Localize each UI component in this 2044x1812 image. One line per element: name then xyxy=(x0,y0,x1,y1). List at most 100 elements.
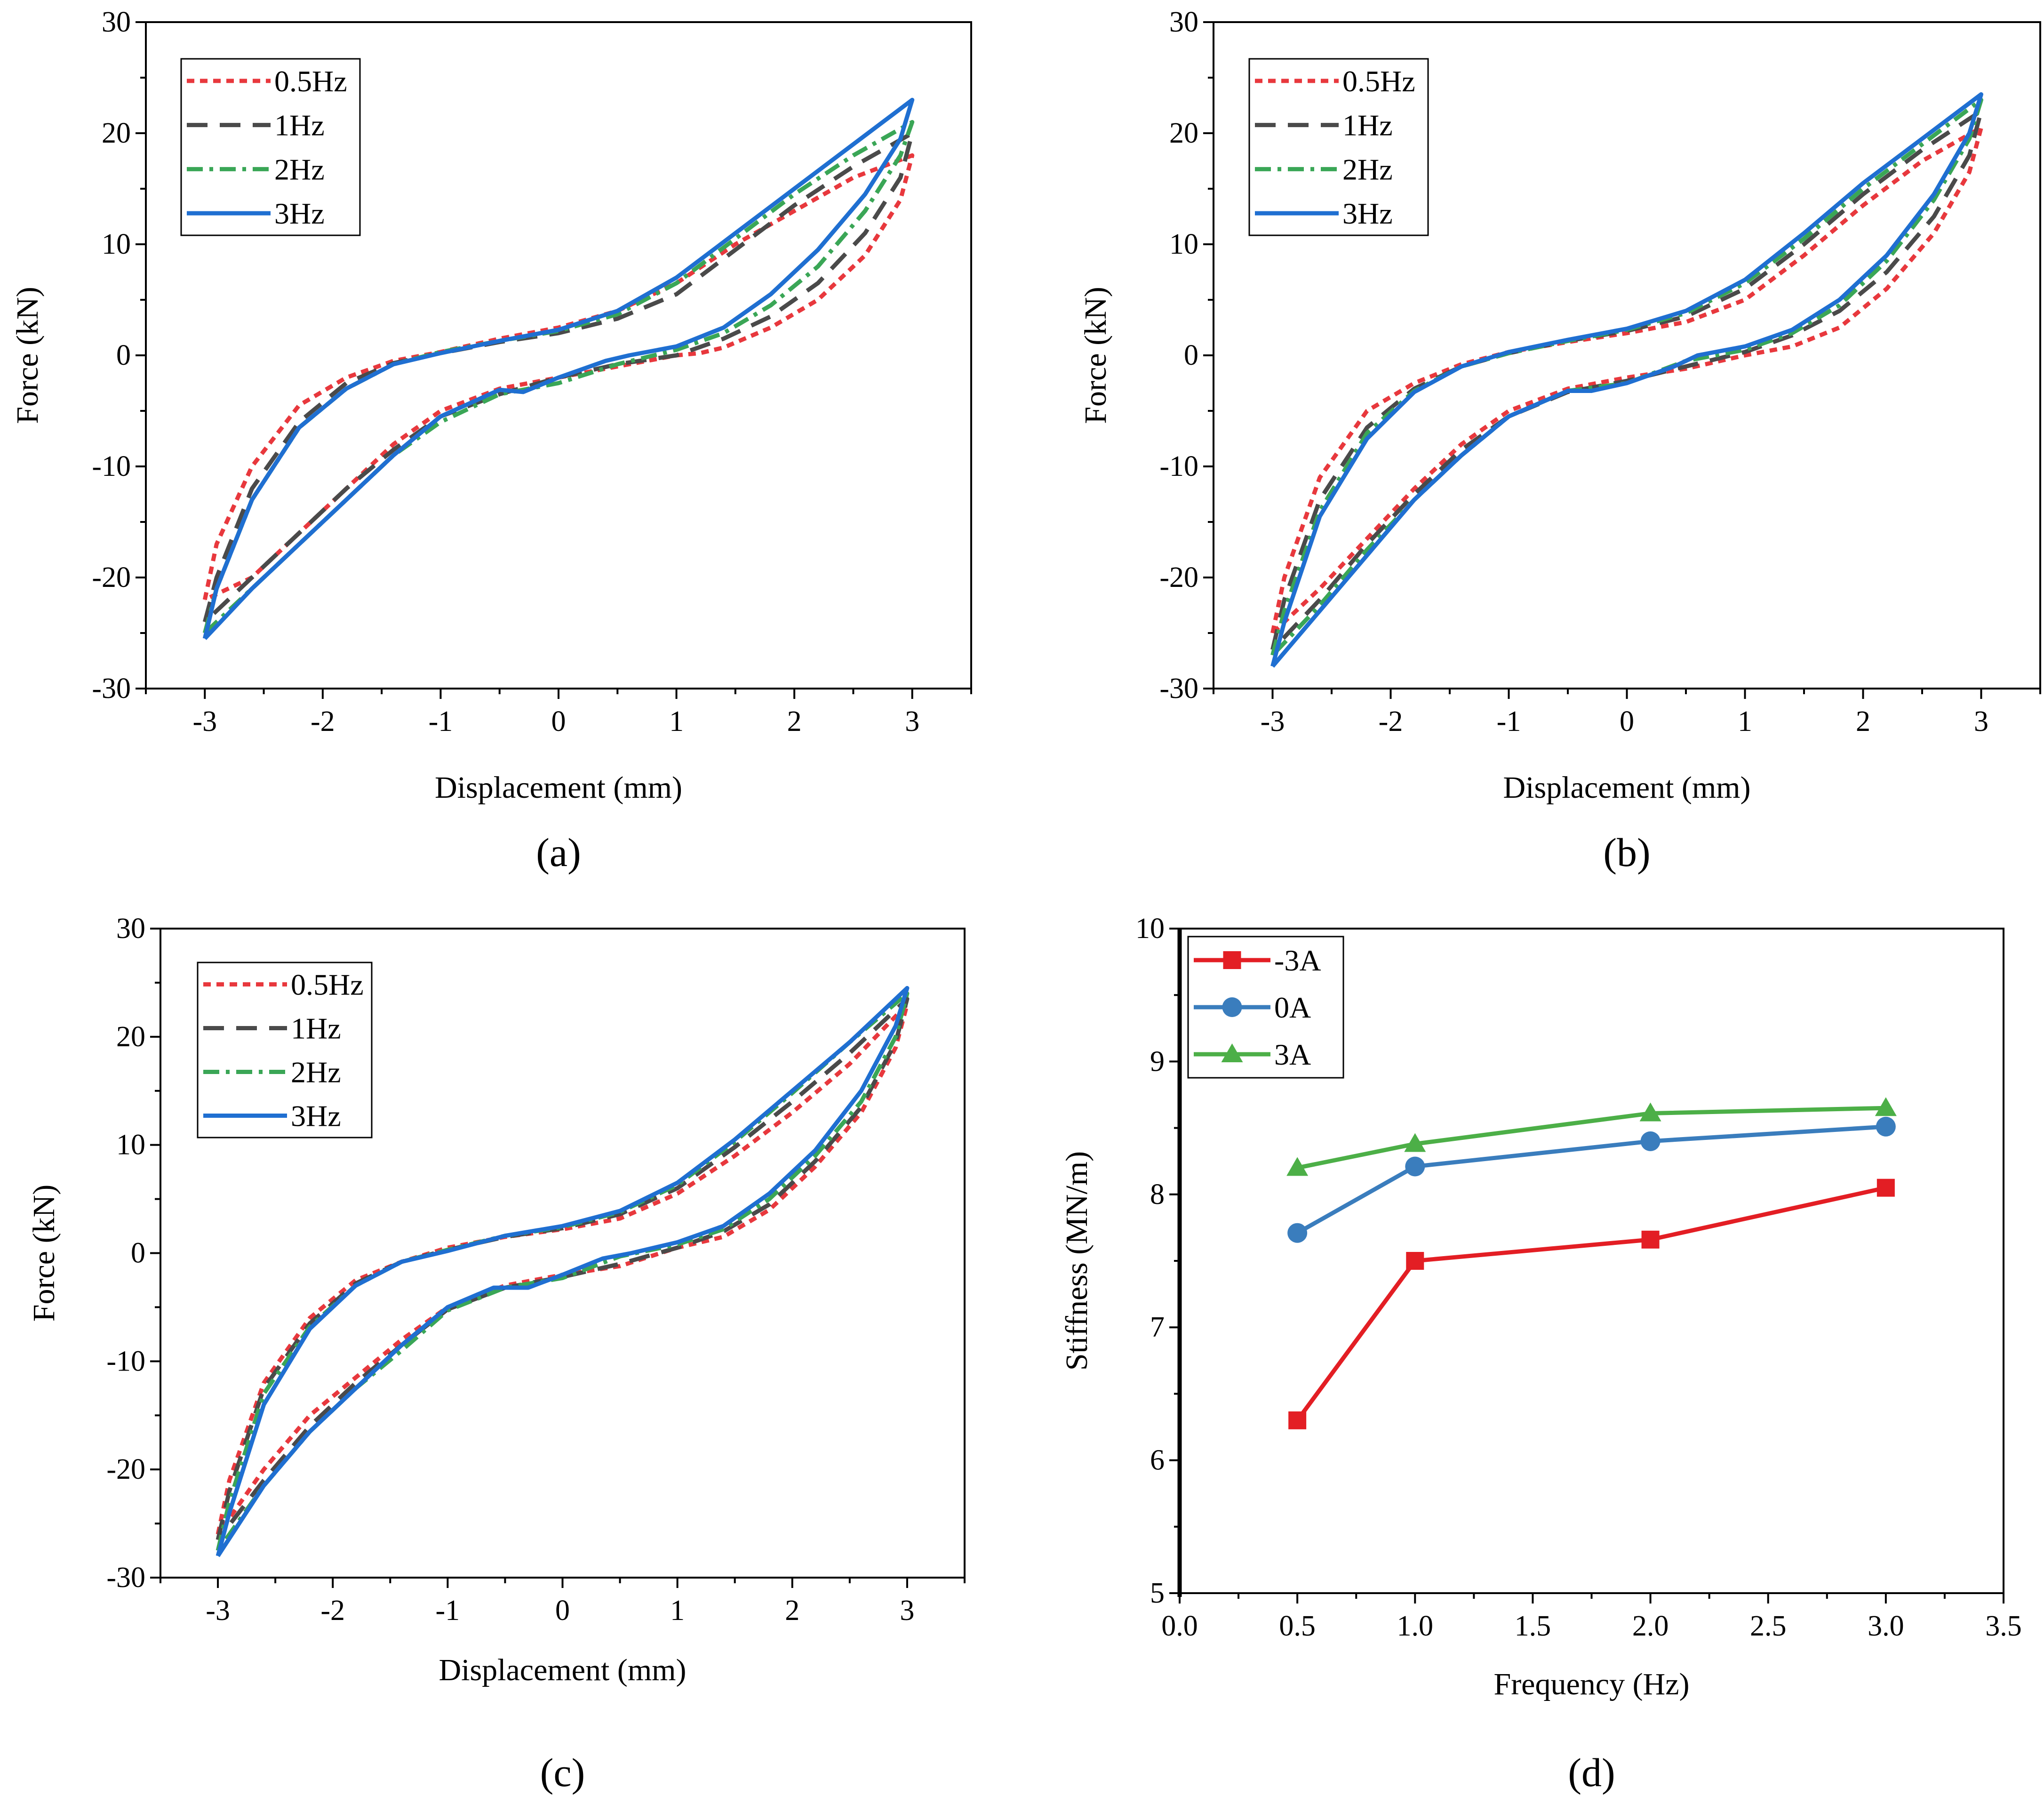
y-axis-title: Force (kN) xyxy=(1078,287,1113,424)
y-tick-label: -20 xyxy=(92,561,131,593)
y-tick-label: -10 xyxy=(106,1345,145,1377)
legend-label: 2Hz xyxy=(291,1056,341,1089)
series-line-0A xyxy=(1296,1124,1886,1235)
panel-label: (c) xyxy=(540,1750,585,1795)
y-tick-label: 0 xyxy=(1184,339,1198,371)
y-tick-label: -10 xyxy=(1159,450,1198,482)
y-tick-label: 30 xyxy=(1169,6,1198,38)
y-tick-label: -10 xyxy=(92,450,131,482)
y-tick-label: 7 xyxy=(1150,1311,1165,1343)
legend: 0.5Hz 1Hz 2Hz 3Hz xyxy=(180,58,361,236)
data-point-0A xyxy=(1640,1131,1661,1151)
x-tick-label: 3 xyxy=(905,706,919,738)
data-point-3A xyxy=(1286,1157,1309,1176)
x-tick-label: -2 xyxy=(320,1595,345,1627)
x-tick-label: 2 xyxy=(787,706,802,738)
chart-panel-d: 5 6 7 8 9 10 0.0 0.5 1.0 1.5 2.0 2.5 3.0 3.5 Frequency… xyxy=(1060,913,2022,1795)
legend-box xyxy=(197,962,373,1139)
y-tick-label: 10 xyxy=(116,1129,145,1161)
legend-label: 3Hz xyxy=(291,1099,341,1133)
x-tick-label: 3 xyxy=(900,1595,914,1627)
series-line-2Hz xyxy=(216,991,910,1552)
y-tick-label: -20 xyxy=(1159,561,1198,593)
data-point--3A xyxy=(1288,1411,1307,1429)
series-line-3A xyxy=(1297,1106,1886,1170)
y-tick-label: -30 xyxy=(92,673,131,705)
x-tick-label: -1 xyxy=(436,1595,460,1627)
y-tick-label: 20 xyxy=(102,117,131,149)
y-tick-label: 0 xyxy=(131,1237,145,1269)
x-tick-label: 3 xyxy=(1974,706,1988,738)
y-tick-label: 20 xyxy=(1169,117,1198,149)
legend-marker xyxy=(1223,951,1241,969)
data-point--3A xyxy=(1641,1230,1660,1249)
y-tick-label: 20 xyxy=(116,1021,145,1053)
data-point-3A xyxy=(1639,1102,1661,1122)
y-tick-label: 6 xyxy=(1150,1444,1165,1476)
x-tick-label: 1.5 xyxy=(1515,1610,1551,1642)
x-axis-title: Displacement (mm) xyxy=(1503,770,1750,805)
legend-box xyxy=(180,58,361,236)
legend: 0.5Hz 1Hz 2Hz 3Hz xyxy=(197,962,373,1139)
panel-label: (a) xyxy=(536,830,581,875)
series-line-3Hz xyxy=(1270,92,1983,668)
x-tick-label: 2.5 xyxy=(1750,1610,1787,1642)
series-line-1Hz xyxy=(202,131,915,624)
legend-label: 2Hz xyxy=(1342,152,1393,186)
series-line--3A xyxy=(1295,1186,1886,1422)
x-tick-label: 1 xyxy=(670,1595,685,1627)
x-tick-label: -3 xyxy=(206,1595,230,1627)
x-tick-label: 0 xyxy=(1620,706,1634,738)
series-line-3Hz xyxy=(216,986,910,1557)
x-tick-label: 1 xyxy=(669,706,684,738)
y-tick-label: -30 xyxy=(106,1562,145,1594)
x-tick-label: 2 xyxy=(1856,706,1870,738)
y-axis-title: Force (kN) xyxy=(10,287,45,424)
y-tick-label: 0 xyxy=(116,339,131,371)
data-point-0A xyxy=(1876,1116,1896,1137)
x-tick-label: -2 xyxy=(1379,706,1403,738)
y-axis-title: Force (kN) xyxy=(27,1185,61,1322)
legend-label: 1Hz xyxy=(274,109,325,142)
y-tick-label: 30 xyxy=(102,6,131,38)
x-tick-label: 0 xyxy=(555,1595,570,1627)
legend: 0.5Hz 1Hz 2Hz 3Hz xyxy=(1248,58,1429,236)
legend-label: 3Hz xyxy=(1342,197,1393,230)
x-axis-title: Frequency (Hz) xyxy=(1494,1667,1690,1701)
series-line-3Hz xyxy=(202,97,915,640)
y-tick-label: 10 xyxy=(1135,913,1165,945)
data-point-3A xyxy=(1875,1097,1897,1116)
x-tick-label: 3.0 xyxy=(1868,1610,1904,1642)
legend-label: 0.5Hz xyxy=(291,968,364,1002)
y-tick-label: 10 xyxy=(102,228,131,260)
x-tick-label: 1 xyxy=(1738,706,1752,738)
data-point-0A xyxy=(1287,1223,1308,1243)
x-axis-title: Displacement (mm) xyxy=(435,770,682,805)
legend-marker xyxy=(1221,1043,1243,1062)
x-tick-label: -2 xyxy=(311,706,335,738)
y-tick-label: -20 xyxy=(106,1453,145,1485)
x-tick-label: 1.0 xyxy=(1397,1610,1434,1642)
y-tick-label: 9 xyxy=(1150,1045,1165,1077)
x-tick-label: -3 xyxy=(1261,706,1285,738)
y-tick-label: 5 xyxy=(1150,1577,1165,1609)
x-tick-label: 0.5 xyxy=(1279,1610,1316,1642)
data-point-3A xyxy=(1404,1133,1426,1152)
y-tick-label: 30 xyxy=(116,913,145,945)
data-point--3A xyxy=(1876,1179,1895,1197)
legend-label: 2Hz xyxy=(274,152,325,186)
legend-label: 0A xyxy=(1274,991,1311,1024)
data-point-0A xyxy=(1405,1156,1425,1177)
legend-label: 3A xyxy=(1274,1038,1311,1071)
legend-box xyxy=(1248,58,1429,236)
x-tick-label: -1 xyxy=(429,706,453,738)
legend-label: 0.5Hz xyxy=(274,64,347,98)
legend-label: 1Hz xyxy=(291,1012,341,1045)
x-tick-label: 2.0 xyxy=(1632,1610,1669,1642)
y-tick-label: 10 xyxy=(1169,228,1198,260)
legend-label: 3Hz xyxy=(274,197,325,230)
panel-label: (d) xyxy=(1568,1750,1615,1795)
